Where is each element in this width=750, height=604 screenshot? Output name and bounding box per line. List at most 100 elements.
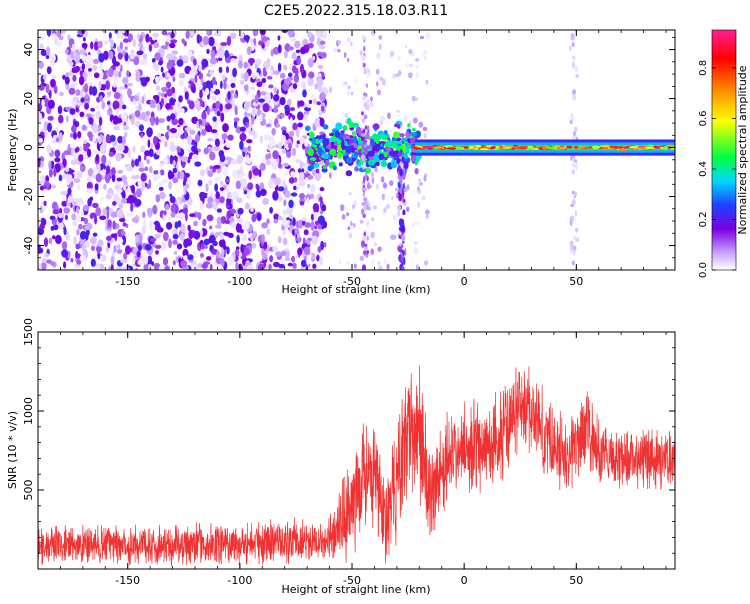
heatmap-cell	[318, 135, 323, 140]
heatmap-cell	[41, 205, 46, 213]
heatmap-cell	[105, 193, 112, 200]
heatmap-cell	[204, 87, 210, 96]
heatmap-cell	[206, 48, 210, 55]
heatmap-cell	[123, 252, 128, 260]
heatmap-cell	[309, 157, 317, 162]
heatmap-cell	[410, 155, 417, 163]
heatmap-cell	[75, 253, 81, 259]
heatmap-cell	[295, 159, 301, 164]
heatmap-cell	[352, 204, 355, 210]
heatmap-cell	[166, 115, 171, 122]
heatmap-cell	[92, 149, 99, 155]
heatmap-cell	[239, 229, 244, 234]
heatmap-cell	[58, 91, 64, 97]
heatmap-cell	[63, 227, 67, 236]
heatmap-cell	[330, 140, 334, 147]
heatmap-cell	[81, 42, 88, 49]
heatmap-cell	[273, 219, 279, 224]
heatmap-cell	[145, 110, 151, 116]
heatmap-cell	[143, 154, 147, 161]
heatmap-cell	[399, 264, 402, 270]
heatmap-cell	[211, 95, 217, 101]
heatmap-cell	[79, 230, 87, 240]
heatmap-cell	[152, 204, 158, 215]
heatmap-cell	[194, 161, 202, 167]
heatmap-cell	[308, 71, 315, 79]
heatmap-cell	[90, 245, 96, 251]
heatmap-cell	[403, 115, 407, 123]
heatmap-cell	[225, 66, 230, 74]
heatmap-cell	[395, 73, 400, 77]
heatmap-cell	[380, 160, 388, 168]
heatmap-cell	[158, 118, 166, 123]
heatmap-cell	[268, 263, 272, 270]
heatmap-cell	[64, 49, 69, 55]
heatmap-cell	[210, 50, 216, 60]
heatmap-cell	[162, 179, 169, 184]
heatmap-cell	[272, 190, 279, 201]
heatmap-cell	[399, 176, 403, 180]
heatmap-cell	[319, 40, 326, 45]
heatmap-cell	[397, 210, 401, 217]
colorbar-tick-label: 0.6	[698, 110, 709, 126]
heatmap-cell	[121, 190, 126, 200]
spectrogram-panel: -150 -100 -50 0 50 -40 -20 0 20 40 Height of str…	[6, 29, 676, 296]
heatmap-cell	[243, 84, 249, 92]
heatmap-cell	[105, 133, 111, 144]
heatmap-cell	[418, 189, 421, 195]
heatmap-cell	[286, 151, 292, 158]
heatmap-cell	[232, 169, 237, 178]
heatmap-cell	[138, 155, 142, 163]
heatmap-cell	[399, 221, 403, 227]
heatmap-cell	[272, 70, 280, 75]
heatmap-cell	[110, 233, 118, 238]
heatmap-cell	[363, 62, 366, 68]
heatmap-cell	[238, 217, 244, 225]
heatmap-cell	[302, 89, 307, 98]
heatmap-cell	[344, 140, 348, 146]
spectrogram-frame	[37, 29, 676, 271]
heatmap-cell	[236, 154, 243, 165]
heatmap-cell	[204, 245, 208, 249]
spectrogram-x-ticks: -150 -100 -50 0 50	[37, 30, 667, 288]
heatmap-cell	[375, 183, 379, 190]
heatmap-cell	[111, 173, 116, 183]
heatmap-cell	[179, 72, 186, 79]
heatmap-cell	[46, 218, 50, 228]
heatmap-cell	[402, 211, 406, 216]
heatmap-cell	[135, 120, 141, 128]
heatmap-cell	[47, 115, 54, 121]
heatmap-cell	[289, 117, 293, 126]
heatmap-cell	[332, 165, 337, 171]
heatmap-cell	[367, 150, 375, 157]
heatmap-cell	[51, 75, 57, 80]
heatmap-cell	[298, 171, 305, 182]
heatmap-cell	[136, 50, 144, 56]
heatmap-cell	[323, 242, 327, 248]
heatmap-cell	[396, 158, 401, 163]
heatmap-cell	[258, 40, 264, 46]
heatmap-cell	[90, 236, 97, 245]
x-tick-label: -100	[227, 574, 252, 587]
heatmap-cell	[49, 215, 56, 220]
heatmap-cell	[175, 212, 180, 220]
heatmap-cell	[243, 125, 252, 133]
heatmap-cell	[406, 206, 410, 212]
heatmap-cell	[304, 125, 311, 132]
heatmap-cell	[277, 215, 283, 221]
heatmap-cell	[550, 147, 558, 150]
heatmap-cell	[103, 183, 107, 190]
heatmap-cell	[262, 252, 268, 260]
heatmap-cell	[245, 124, 249, 128]
heatmap-cell	[408, 63, 414, 68]
heatmap-cell	[214, 183, 219, 192]
heatmap-cell	[568, 45, 572, 51]
heatmap-cell	[261, 77, 267, 84]
heatmap-cell	[75, 107, 79, 112]
heatmap-cell	[92, 135, 96, 143]
heatmap-cell	[347, 85, 351, 90]
heatmap-cell	[353, 263, 357, 269]
heatmap-cell	[341, 214, 346, 220]
heatmap-cell	[171, 50, 178, 55]
heatmap-cell	[655, 146, 661, 149]
